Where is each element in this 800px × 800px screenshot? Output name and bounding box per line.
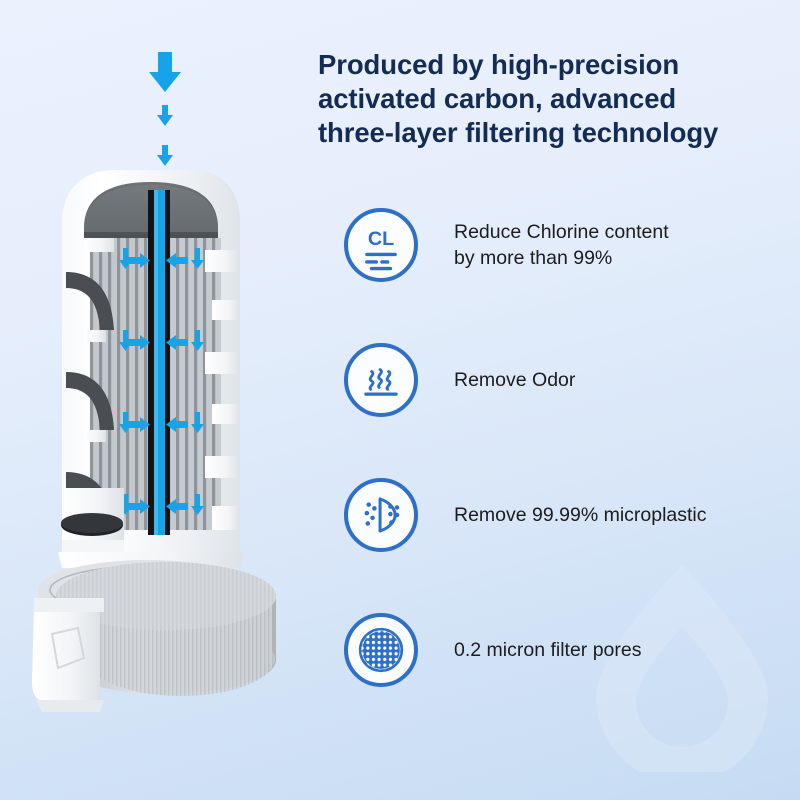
headline-line-1: Produced by high-precision bbox=[318, 49, 680, 80]
headline-line-2: activated carbon, advanced bbox=[318, 83, 677, 114]
headline-line-3: three-layer filtering technology bbox=[318, 117, 719, 148]
feature-text-pores: 0.2 micron filter pores bbox=[454, 613, 642, 687]
feature-line-1: Remove Odor bbox=[454, 369, 576, 391]
feature-item-chlorine: CL Reduce Chlorine content by more than … bbox=[344, 208, 784, 343]
feature-line-2: by more than 99% bbox=[454, 247, 613, 269]
water-filter-cartridge-cutaway bbox=[0, 0, 320, 800]
microplastic-barrier-icon bbox=[344, 478, 418, 552]
feature-line-1: Reduce Chlorine content bbox=[454, 221, 669, 243]
svg-text:CL: CL bbox=[368, 228, 394, 250]
flow-arrows bbox=[119, 248, 204, 515]
feature-item-odor: Remove Odor bbox=[344, 343, 784, 478]
feature-list: CL Reduce Chlorine content by more than … bbox=[344, 208, 784, 748]
feature-item-microplastic: Remove 99.99% microplastic bbox=[344, 478, 784, 613]
inflow-arrows bbox=[149, 52, 181, 166]
odor-steam-icon bbox=[344, 343, 418, 417]
feature-item-pores: 0.2 micron filter pores bbox=[344, 613, 784, 748]
feature-text-odor: Remove Odor bbox=[454, 343, 575, 417]
feature-line-1: 0.2 micron filter pores bbox=[454, 639, 642, 661]
feature-text-chlorine: Reduce Chlorine content by more than 99% bbox=[454, 208, 669, 282]
feature-line-1: Remove 99.99% microplastic bbox=[454, 504, 707, 526]
filter-pores-icon bbox=[344, 613, 418, 687]
chlorine-cl-icon: CL bbox=[344, 208, 418, 282]
feature-text-microplastic: Remove 99.99% microplastic bbox=[454, 478, 707, 552]
page-headline: Produced by high-precision activated car… bbox=[318, 48, 788, 150]
